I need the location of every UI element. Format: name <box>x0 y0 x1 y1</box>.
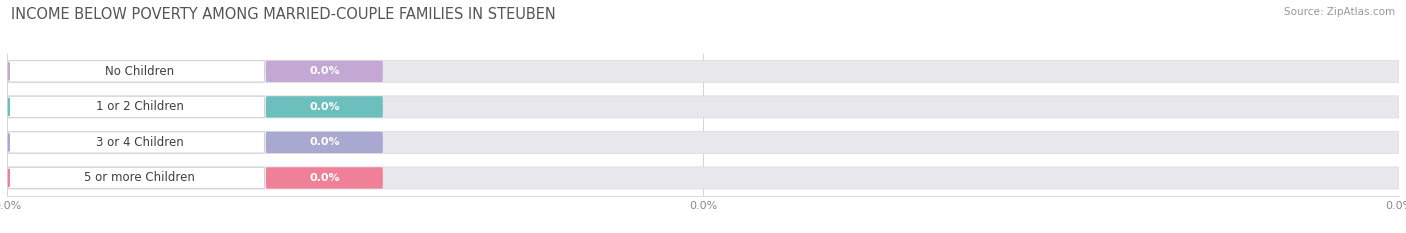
FancyBboxPatch shape <box>7 132 264 153</box>
FancyBboxPatch shape <box>266 61 382 82</box>
FancyBboxPatch shape <box>266 167 382 188</box>
Text: 1 or 2 Children: 1 or 2 Children <box>96 100 184 113</box>
Text: 5 or more Children: 5 or more Children <box>84 171 195 185</box>
Text: 3 or 4 Children: 3 or 4 Children <box>96 136 184 149</box>
Text: 0.0%: 0.0% <box>309 137 340 147</box>
FancyBboxPatch shape <box>7 61 264 82</box>
Text: 0.0%: 0.0% <box>309 66 340 76</box>
Text: 0.0%: 0.0% <box>309 102 340 112</box>
Text: No Children: No Children <box>105 65 174 78</box>
Text: 0.0%: 0.0% <box>309 173 340 183</box>
Text: INCOME BELOW POVERTY AMONG MARRIED-COUPLE FAMILIES IN STEUBEN: INCOME BELOW POVERTY AMONG MARRIED-COUPL… <box>11 7 555 22</box>
FancyBboxPatch shape <box>7 167 264 188</box>
FancyBboxPatch shape <box>7 167 1399 189</box>
Text: Source: ZipAtlas.com: Source: ZipAtlas.com <box>1284 7 1395 17</box>
FancyBboxPatch shape <box>266 132 382 153</box>
FancyBboxPatch shape <box>266 96 382 117</box>
FancyBboxPatch shape <box>7 96 1399 118</box>
FancyBboxPatch shape <box>7 60 1399 82</box>
FancyBboxPatch shape <box>7 131 1399 154</box>
FancyBboxPatch shape <box>7 96 264 117</box>
